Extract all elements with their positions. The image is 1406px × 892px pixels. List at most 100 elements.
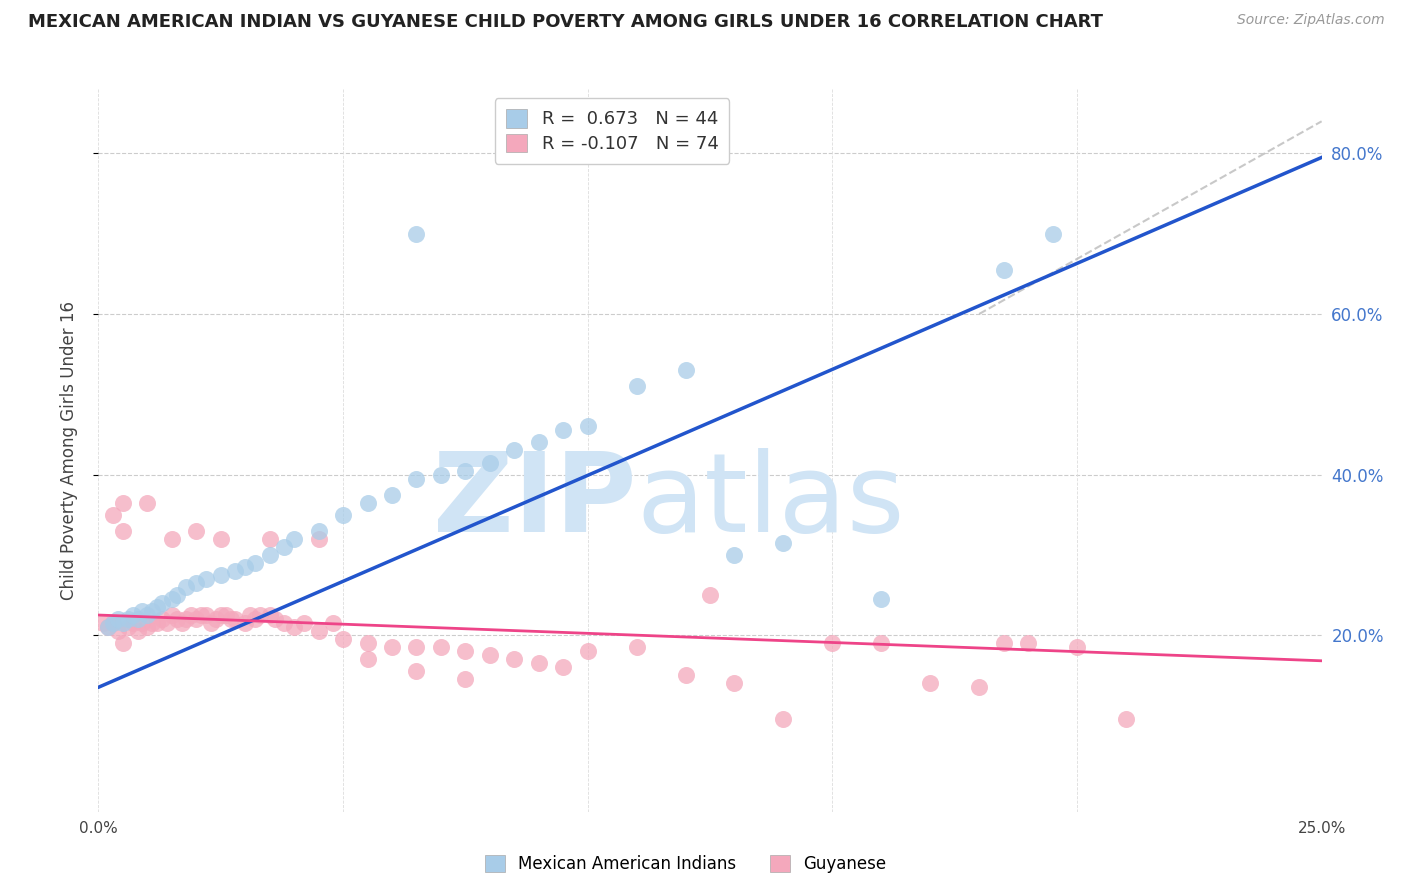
Point — [186, 524, 208, 538]
Point — [259, 608, 281, 623]
Point — [141, 604, 163, 618]
Point — [121, 615, 143, 630]
Point — [209, 532, 232, 546]
Point — [576, 644, 599, 658]
Point — [107, 612, 129, 626]
Point — [111, 615, 134, 630]
Point — [356, 636, 378, 650]
Point — [405, 664, 427, 678]
Point — [117, 612, 139, 626]
Legend: Mexican American Indians, Guyanese: Mexican American Indians, Guyanese — [475, 845, 896, 883]
Point — [478, 455, 501, 469]
Point — [186, 612, 208, 626]
Point — [821, 636, 844, 650]
Point — [150, 612, 173, 626]
Point — [1017, 636, 1039, 650]
Point — [131, 615, 153, 630]
Point — [166, 612, 188, 626]
Point — [576, 419, 599, 434]
Point — [273, 615, 295, 630]
Point — [190, 608, 212, 623]
Point — [478, 648, 501, 662]
Point — [381, 640, 404, 655]
Point — [101, 615, 124, 630]
Point — [527, 656, 550, 671]
Point — [553, 660, 575, 674]
Point — [454, 644, 477, 658]
Point — [146, 599, 169, 614]
Point — [121, 608, 143, 623]
Point — [233, 615, 256, 630]
Point — [160, 608, 183, 623]
Point — [117, 620, 139, 634]
Point — [675, 668, 697, 682]
Point — [405, 640, 427, 655]
Point — [308, 624, 330, 638]
Point — [101, 508, 124, 522]
Point — [111, 524, 134, 538]
Point — [127, 612, 149, 626]
Point — [1066, 640, 1088, 655]
Point — [91, 615, 114, 630]
Point — [675, 363, 697, 377]
Point — [224, 564, 246, 578]
Point — [176, 580, 198, 594]
Point — [308, 524, 330, 538]
Point — [870, 636, 893, 650]
Point — [308, 532, 330, 546]
Point — [292, 615, 315, 630]
Point — [283, 532, 305, 546]
Point — [97, 620, 120, 634]
Point — [332, 632, 354, 646]
Point — [723, 548, 745, 562]
Point — [101, 615, 124, 630]
Point — [146, 615, 169, 630]
Point — [699, 588, 721, 602]
Point — [141, 615, 163, 630]
Point — [503, 443, 526, 458]
Point — [209, 608, 232, 623]
Point — [430, 467, 453, 482]
Point — [243, 556, 266, 570]
Point — [259, 548, 281, 562]
Point — [219, 612, 242, 626]
Point — [127, 624, 149, 638]
Point — [209, 567, 232, 582]
Point — [454, 673, 477, 687]
Point — [772, 712, 794, 726]
Point — [156, 615, 179, 630]
Point — [97, 620, 120, 634]
Point — [527, 435, 550, 450]
Point — [553, 423, 575, 437]
Point — [136, 608, 159, 623]
Point — [723, 676, 745, 690]
Point — [107, 624, 129, 638]
Point — [356, 495, 378, 509]
Point — [430, 640, 453, 655]
Point — [993, 636, 1015, 650]
Point — [150, 596, 173, 610]
Point — [136, 495, 159, 509]
Point — [993, 262, 1015, 277]
Text: Source: ZipAtlas.com: Source: ZipAtlas.com — [1237, 13, 1385, 28]
Point — [186, 576, 208, 591]
Point — [920, 676, 942, 690]
Point — [180, 608, 202, 623]
Point — [166, 588, 188, 602]
Point — [249, 608, 271, 623]
Point — [200, 615, 222, 630]
Point — [160, 532, 183, 546]
Point — [322, 615, 344, 630]
Point — [263, 612, 285, 626]
Point — [111, 636, 134, 650]
Point — [259, 532, 281, 546]
Point — [195, 608, 218, 623]
Point — [205, 612, 228, 626]
Point — [626, 379, 648, 393]
Point — [111, 495, 134, 509]
Point — [136, 620, 159, 634]
Y-axis label: Child Poverty Among Girls Under 16: Child Poverty Among Girls Under 16 — [59, 301, 77, 600]
Point — [176, 612, 198, 626]
Point — [405, 227, 427, 241]
Point — [626, 640, 648, 655]
